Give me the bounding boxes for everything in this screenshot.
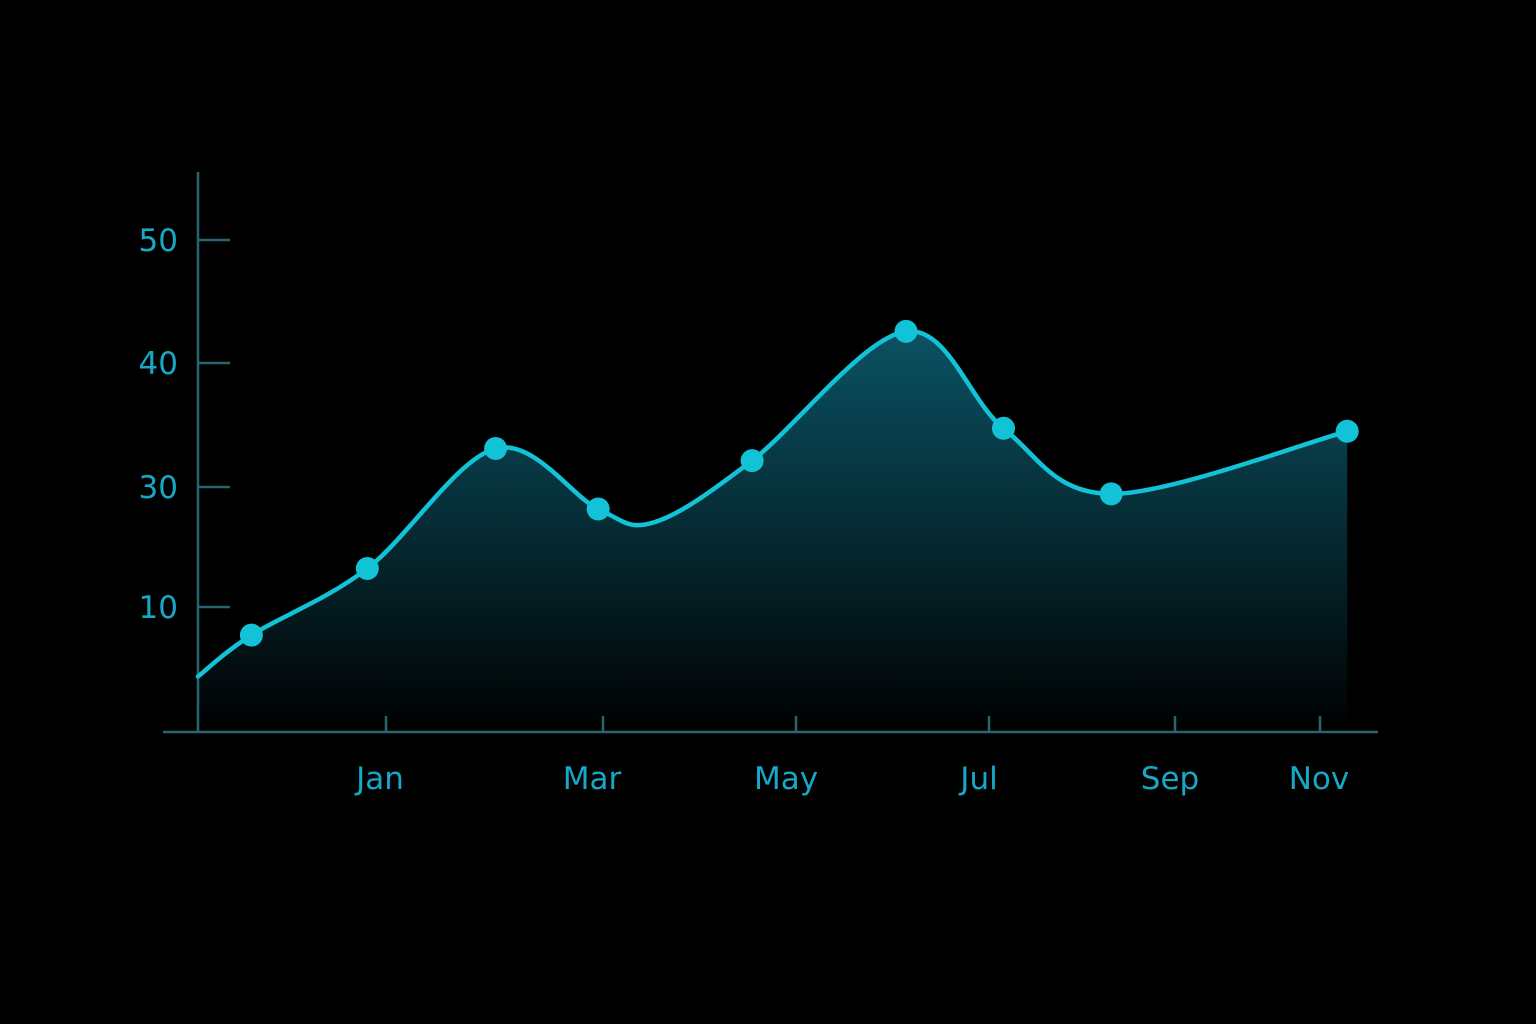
y-tick-label: 40	[139, 346, 178, 382]
x-tick-label: Nov	[1289, 761, 1350, 797]
area-layer	[198, 331, 1348, 732]
y-tick-label: 30	[139, 470, 178, 506]
data-point	[740, 449, 764, 473]
data-point	[1099, 482, 1123, 506]
x-tick-label: May	[754, 761, 818, 797]
data-point	[484, 437, 508, 460]
data-point	[586, 497, 610, 521]
data-point	[1335, 419, 1359, 443]
x-tick-label: Jul	[958, 761, 997, 797]
data-point	[355, 557, 379, 580]
x-tick-label: Mar	[563, 761, 622, 797]
data-point	[992, 416, 1015, 440]
data-point	[239, 623, 263, 647]
y-tick-label: 50	[139, 223, 178, 259]
marker-layer	[239, 319, 1359, 647]
data-point	[894, 319, 918, 343]
label-layer: 10 30 40 50 Jan Mar May Jul Sep Nov	[139, 223, 1350, 797]
x-tick-label: Jan	[354, 761, 404, 797]
y-tick-label: 10	[139, 590, 178, 626]
axis-layer	[163, 172, 1378, 734]
x-tick-label: Sep	[1141, 761, 1199, 797]
area-fill	[198, 331, 1348, 732]
